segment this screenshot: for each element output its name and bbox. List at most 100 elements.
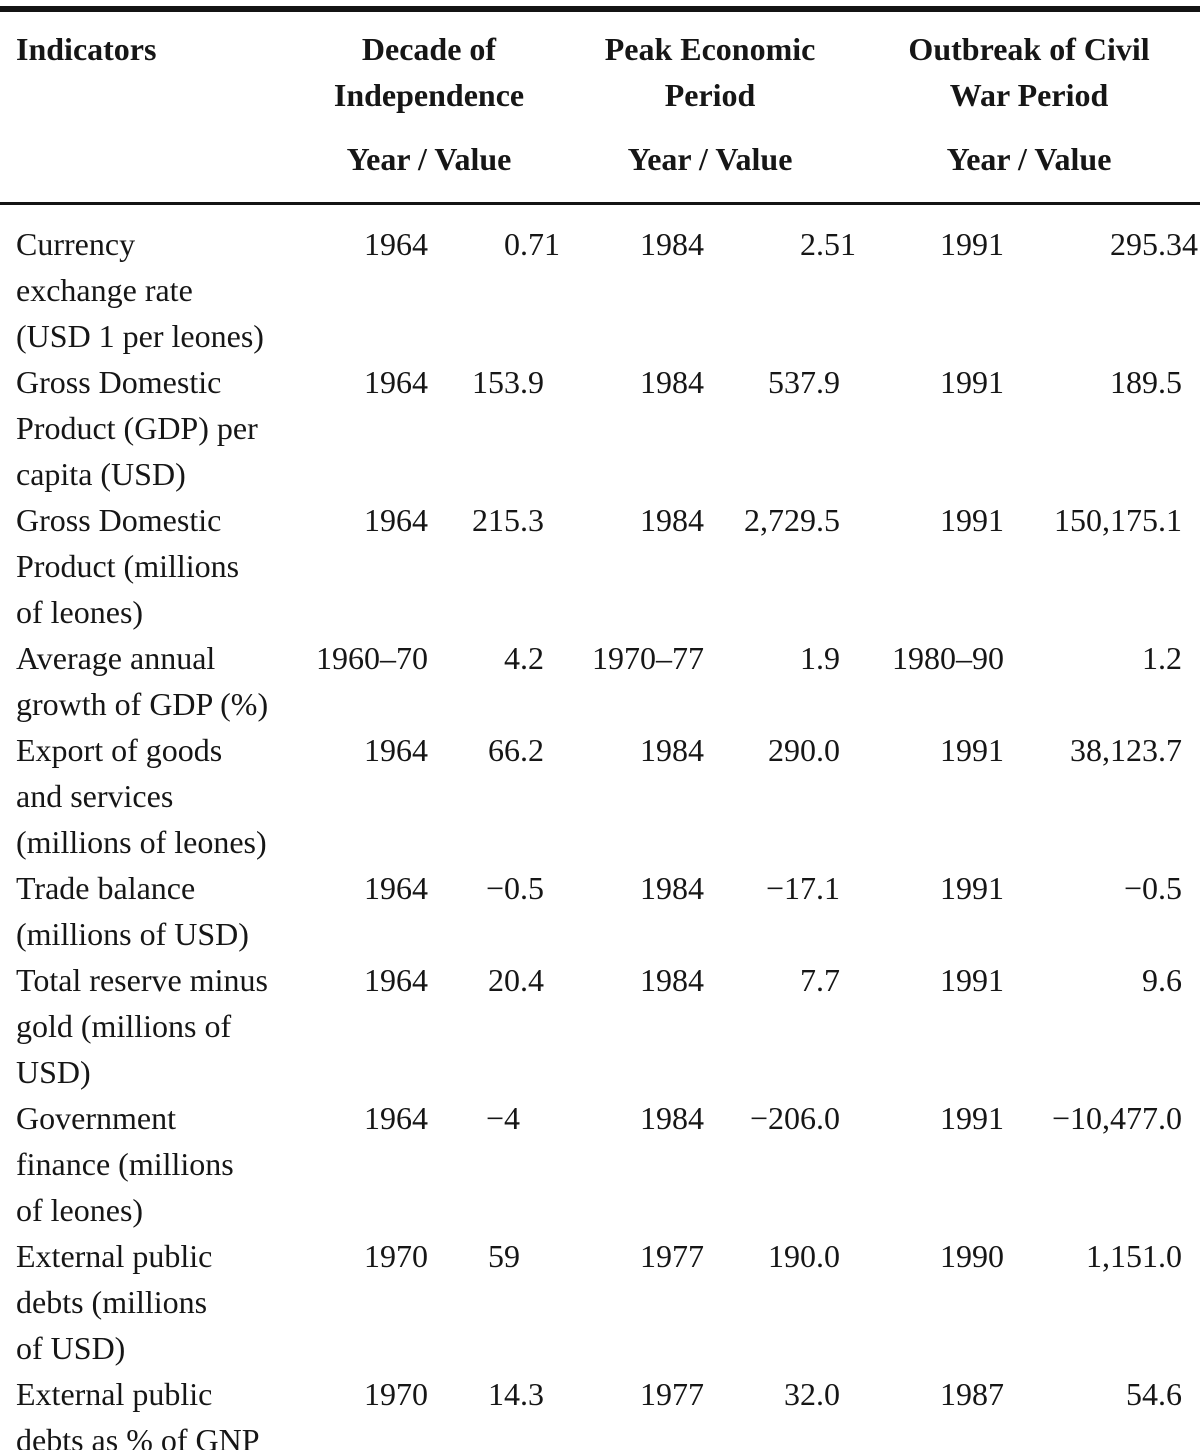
cell-value: −17.1 [708,865,858,957]
value-decimal-part: .1 [1158,502,1183,538]
value-decimal-part: .6 [1158,962,1183,998]
value-decimal-part: .7 [1158,732,1183,768]
value-integer-part: 215 [472,502,520,538]
cell-value: 290.0 [708,727,858,865]
row-indicator: Gross Domestic Product (millions of leon… [16,502,240,630]
cell-value: 4.2 [432,635,562,727]
cell-year: 1977 [640,1238,704,1274]
value-integer-part: 14 [488,1376,520,1412]
value-integer-part: 20 [488,962,520,998]
value-integer-part: 1 [800,640,817,676]
table-row: External public debts (millions of USD) 1… [0,1233,1200,1371]
value-decimal-part: .3 [520,1376,544,1412]
cell-year: 1991 [940,364,1005,400]
value-integer-part: 0 [504,226,520,262]
row-indicator: Trade balance (millions of USD) [16,870,249,952]
value-integer-part: 4 [504,640,520,676]
cell-year: 1987 [940,1376,1005,1412]
value-integer-part: 59 [488,1238,520,1274]
cell-value: 59 [432,1233,562,1371]
value-integer-part: 190 [768,1238,817,1274]
cell-year: 1964 [364,962,428,998]
value-integer-part: 1 [1142,640,1159,676]
table-row: Export of goods and services (millions o… [0,727,1200,865]
cell-year: 1984 [640,870,704,906]
table-row: Government finance (millions of leones) 1… [0,1095,1200,1233]
group-title: Decade of Independence [333,31,525,113]
cell-year: 1977 [640,1376,704,1412]
cell-year: 1980–90 [892,640,1005,676]
cell-year: 1970 [364,1238,428,1274]
header-indicators-label: Indicators [16,31,157,67]
group-title: Peak Economic Period [604,31,816,113]
cell-year: 1964 [364,502,428,538]
value-integer-part: 9 [1142,962,1159,998]
header-group-decade-of-independence: Decade of Independence Year / Value [296,9,562,205]
cell-year: 1991 [940,502,1005,538]
table-row: Currency exchange rate (USD 1 per leones… [0,204,1200,360]
value-decimal-part: .0 [816,1100,841,1136]
table-row: Average annual growth of GDP (%) 1960–70 4… [0,635,1200,727]
cell-value: 1.2 [1008,635,1200,727]
cell-value: 20.4 [432,957,562,1095]
cell-value: −4 [432,1095,562,1233]
value-integer-part: 66 [488,732,520,768]
value-integer-part: 7 [800,962,817,998]
group-subtitle: Year / Value [946,141,1112,177]
table-row: External public debts as % of GNP 1970 14.… [0,1371,1200,1450]
value-integer-part: 150,175 [1054,502,1159,538]
value-integer-part: 38,123 [1070,732,1159,768]
value-integer-part: 295 [1110,226,1159,262]
value-integer-part: 2,729 [744,502,817,538]
cell-year: 1964 [364,732,428,768]
value-decimal-part: .5 [1158,364,1183,400]
cell-year: 1964 [364,226,428,262]
value-decimal-part: .51 [816,226,857,262]
value-decimal-part: .6 [1158,1376,1183,1412]
value-integer-part: 290 [768,732,817,768]
value-integer-part: −17 [765,870,817,906]
header-row: Indicators Decade of Independence Year /… [0,9,1200,205]
table-row: Gross Domestic Product (GDP) per capita … [0,359,1200,497]
value-decimal-part: .0 [1158,1100,1183,1136]
cell-value: 150,175.1 [1008,497,1200,635]
table-row: Trade balance (millions of USD) 1964 −0.5 1… [0,865,1200,957]
value-decimal-part: .0 [816,1376,841,1412]
cell-value: 2,729.5 [708,497,858,635]
group-title: Outbreak of Civil War Period [908,31,1150,113]
row-indicator: External public debts (millions of USD) [16,1238,213,1366]
cell-value: 66.2 [432,727,562,865]
cell-year: 1991 [940,962,1005,998]
cell-value: 1,151.0 [1008,1233,1200,1371]
cell-year: 1984 [640,502,704,538]
cell-year: 1964 [364,870,428,906]
row-indicator: Government finance (millions of leones) [16,1100,234,1228]
cell-value: 7.7 [708,957,858,1095]
value-integer-part: 32 [784,1376,817,1412]
value-decimal-part: .2 [520,640,544,676]
cell-value: 215.3 [432,497,562,635]
cell-year: 1991 [940,226,1005,262]
value-decimal-part: .5 [816,502,841,538]
cell-year: 1970–77 [592,640,704,676]
cell-value: 54.6 [1008,1371,1200,1450]
cell-year: 1991 [940,1100,1005,1136]
row-indicator: Export of goods and services (millions o… [16,732,267,860]
value-integer-part: −10,477 [1051,1100,1159,1136]
row-indicator: Total reserve minus gold (millions of US… [16,962,268,1090]
value-decimal-part: .0 [1158,1238,1183,1274]
cell-year: 1960–70 [316,640,428,676]
header-group-outbreak-of-civil-war: Outbreak of Civil War Period Year / Valu… [858,9,1200,205]
cell-value: −0.5 [1008,865,1200,957]
header-indicators: Indicators [0,9,296,205]
cell-value: 190.0 [708,1233,858,1371]
cell-year: 1984 [640,732,704,768]
value-integer-part: −0 [1123,870,1159,906]
value-integer-part: 537 [768,364,817,400]
table-row: Total reserve minus gold (millions of US… [0,957,1200,1095]
value-integer-part: −0 [485,870,520,906]
cell-year: 1964 [364,1100,428,1136]
value-decimal-part: .0 [816,1238,841,1274]
cell-value: 2.51 [708,204,858,360]
